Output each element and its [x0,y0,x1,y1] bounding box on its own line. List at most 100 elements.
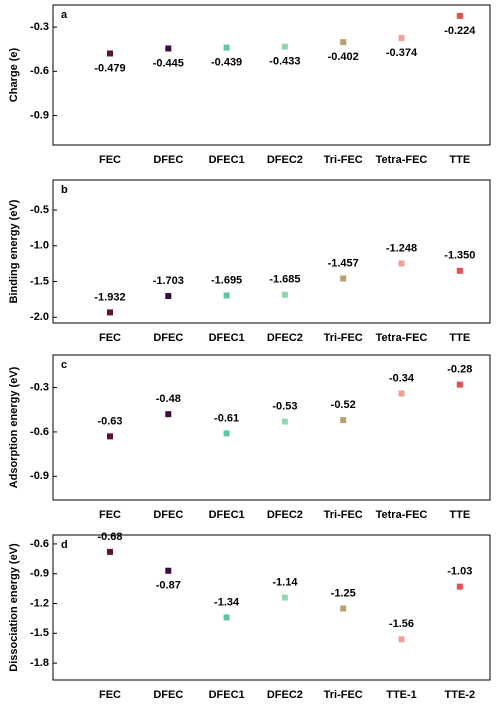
value-label: -0.87 [156,580,181,592]
plot-frame [52,4,491,146]
y-tick-label: -1.5 [30,627,49,639]
value-label: -0.402 [328,51,359,63]
value-label: -0.61 [214,412,239,424]
marker [398,390,405,397]
x-tick-label: DFEC2 [267,332,303,344]
value-label: -0.48 [156,393,181,405]
x-tick-label: TTE [449,509,470,521]
y-tick-label: -1.0 [30,240,49,252]
x-tick-label: FEC [99,689,121,701]
marker [398,260,405,267]
y-axis-label: Adsorption energy (eV) [8,366,20,488]
value-label: -0.28 [447,363,472,375]
value-label: -0.68 [97,531,122,543]
marker [456,267,463,274]
plot-frame [52,179,491,324]
y-tick-label: -1.8 [30,657,49,669]
marker [281,594,288,601]
value-label: -1.14 [272,576,298,588]
marker [340,275,347,282]
x-tick-label: DFEC2 [267,689,303,701]
x-tick-label: DFEC [153,332,183,344]
marker [281,291,288,298]
x-tick-label: TTE [449,154,470,166]
x-tick-label: Tetra-FEC [376,332,428,344]
marker [107,309,113,316]
marker [398,636,405,643]
x-tick-label: DFEC1 [209,689,245,701]
value-label: -1.703 [153,275,184,287]
panel-label: d [61,539,68,551]
value-label: -1.932 [94,291,125,303]
y-tick-label: -1.2 [30,597,49,609]
marker [340,417,347,424]
marker [165,567,172,574]
marker [165,411,172,418]
x-tick-label: Tri-FEC [324,509,363,521]
marker [340,39,347,46]
value-label: -0.445 [153,57,184,69]
x-tick-label: Tri-FEC [324,332,363,344]
plot-frame [52,534,491,681]
value-label: -0.439 [211,56,242,68]
value-label: -0.53 [272,400,297,412]
value-label: -1.457 [328,257,359,269]
x-tick-label: Tri-FEC [324,689,363,701]
x-tick-label: Tetra-FEC [376,154,428,166]
value-label: -1.695 [211,274,242,286]
marker [223,44,230,51]
value-label: -0.224 [444,25,476,37]
marker [398,35,405,42]
value-label: -1.685 [269,274,300,286]
marker [456,583,463,590]
x-tick-label: DFEC1 [209,154,245,166]
marker [165,293,172,300]
y-axis-label: Dissociation energy (eV) [8,543,20,672]
y-tick-label: -0.9 [30,568,49,580]
plot-frame [52,354,491,501]
x-tick-label: DFEC1 [209,509,245,521]
y-axis-label: Binding energy (eV) [8,199,20,303]
value-label: -1.03 [447,566,472,578]
value-label: -0.52 [331,399,356,411]
y-tick-label: -2.0 [30,311,49,323]
panel-label: c [61,359,67,371]
x-tick-label: DFEC1 [209,332,245,344]
x-tick-label: FEC [99,332,121,344]
marker [107,50,113,57]
y-tick-label: -0.3 [30,21,49,33]
y-tick-label: -0.6 [30,65,49,77]
value-label: -0.479 [94,62,125,74]
value-label: -1.350 [444,250,475,262]
x-tick-label: FEC [99,509,121,521]
panel-label: b [61,184,68,196]
x-tick-label: DFEC2 [267,509,303,521]
value-label: -1.25 [331,587,356,599]
marker [107,433,113,440]
marker [223,430,230,437]
x-tick-label: DFEC2 [267,154,303,166]
x-tick-label: TTE-2 [445,689,476,701]
marker [281,418,288,425]
value-label: -1.56 [389,618,414,630]
x-tick-label: DFEC [153,509,183,521]
y-tick-label: -0.9 [30,470,49,482]
y-axis-label: Charge (e) [8,47,20,102]
marker [223,292,230,299]
x-tick-label: Tetra-FEC [376,509,428,521]
y-tick-label: -0.9 [30,109,49,121]
x-tick-label: DFEC [153,154,183,166]
y-tick-label: -0.3 [30,381,49,393]
marker [340,605,347,612]
value-label: -0.63 [97,415,122,427]
marker [223,614,230,621]
x-tick-label: DFEC [153,689,183,701]
value-label: -0.34 [389,372,415,384]
marker [281,43,288,50]
x-tick-label: TTE [449,332,470,344]
y-tick-label: -0.6 [30,426,49,438]
x-tick-label: TTE-1 [386,689,417,701]
value-label: -1.248 [386,242,417,254]
x-tick-label: Tri-FEC [324,154,363,166]
